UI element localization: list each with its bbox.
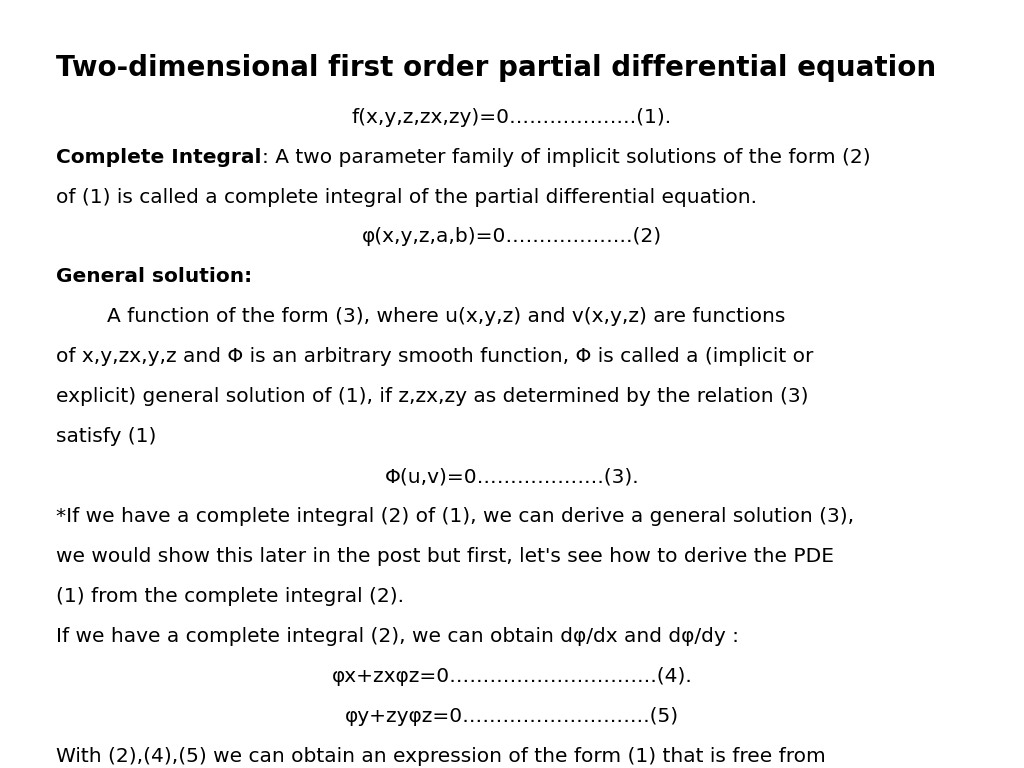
Text: Two-dimensional first order partial differential equation: Two-dimensional first order partial diff… [56, 54, 936, 81]
Text: A function of the form (3), where u(x,y,z) and v(x,y,z) are functions: A function of the form (3), where u(x,y,… [56, 307, 785, 326]
Text: of (1) is called a complete integral of the partial differential equation.: of (1) is called a complete integral of … [56, 187, 758, 207]
Text: *If we have a complete integral (2) of (1), we can derive a general solution (3): *If we have a complete integral (2) of (… [56, 507, 854, 526]
Text: φx+zxφz=0………………………….(4).: φx+zxφz=0………………………….(4). [332, 667, 692, 686]
Text: With (2),(4),(5) we can obtain an expression of the form (1) that is free from: With (2),(4),(5) we can obtain an expres… [56, 746, 826, 766]
Text: (1) from the complete integral (2).: (1) from the complete integral (2). [56, 587, 404, 606]
Text: If we have a complete integral (2), we can obtain dφ/dx and dφ/dy :: If we have a complete integral (2), we c… [56, 627, 739, 646]
Text: : A two parameter family of implicit solutions of the form (2): : A two parameter family of implicit sol… [262, 147, 870, 167]
Text: explicit) general solution of (1), if z,zx,zy as determined by the relation (3): explicit) general solution of (1), if z,… [56, 387, 809, 406]
Text: of x,y,zx,y,z and Φ is an arbitrary smooth function, Φ is called a (implicit or: of x,y,zx,y,z and Φ is an arbitrary smoo… [56, 347, 814, 366]
Text: Complete Integral: Complete Integral [56, 147, 262, 167]
Text: f(x,y,z,zx,zy)=0……………….(1).: f(x,y,z,zx,zy)=0……………….(1). [352, 108, 672, 127]
Text: we would show this later in the post but first, let's see how to derive the PDE: we would show this later in the post but… [56, 547, 835, 566]
Text: Φ(u,v)=0……………….(3).: Φ(u,v)=0……………….(3). [385, 467, 639, 486]
Text: φy+zyφz=0……………………….(5): φy+zyφz=0……………………….(5) [345, 707, 679, 726]
Text: φ(x,y,z,a,b)=0……………….(2): φ(x,y,z,a,b)=0……………….(2) [361, 227, 663, 247]
Text: satisfy (1): satisfy (1) [56, 427, 157, 446]
Text: General solution:: General solution: [56, 267, 253, 286]
